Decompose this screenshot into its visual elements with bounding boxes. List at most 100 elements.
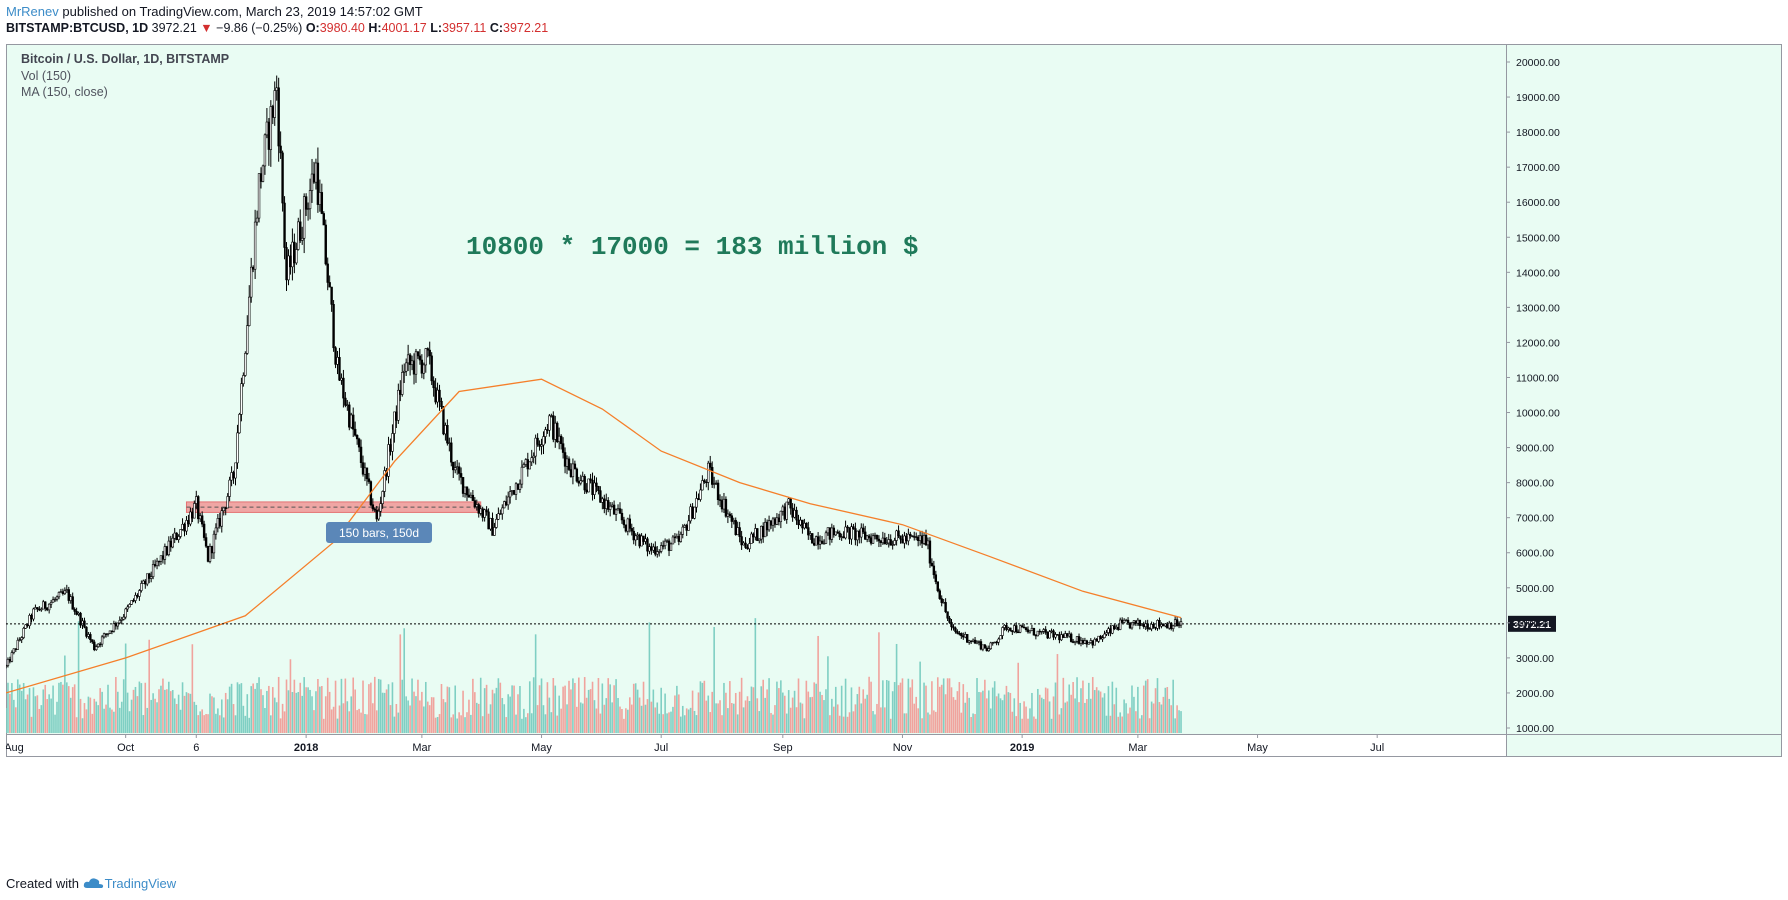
- candle-body: [724, 498, 728, 517]
- volume-bar: [801, 703, 804, 733]
- candle-body: [1064, 633, 1067, 638]
- volume-bar: [1121, 716, 1123, 733]
- volume-bar: [715, 703, 717, 733]
- candle-body: [65, 589, 69, 591]
- author-link[interactable]: MrRenev: [6, 4, 59, 19]
- volume-bar: [295, 692, 298, 733]
- candle-body: [128, 604, 131, 608]
- candle-body: [371, 504, 375, 510]
- candle-body: [485, 509, 488, 513]
- candle-body: [544, 429, 547, 437]
- candle-body: [1069, 633, 1073, 642]
- candle-body: [518, 483, 522, 490]
- candle-body: [814, 536, 818, 546]
- volume-bar: [882, 680, 884, 733]
- volume-bar: [217, 708, 219, 733]
- volume-bar: [1095, 687, 1098, 733]
- volume-bar: [428, 705, 431, 733]
- candle-body: [269, 106, 273, 150]
- volume-bar: [1035, 718, 1037, 733]
- candle-body: [1175, 619, 1179, 627]
- volume-bar: [658, 713, 661, 733]
- candle-body: [73, 608, 76, 612]
- volume-bar: [424, 681, 427, 733]
- candle-body: [742, 542, 745, 546]
- volume-bar: [189, 693, 192, 733]
- candle-body: [638, 534, 641, 547]
- volume-bar: [124, 643, 127, 733]
- candle-body: [826, 527, 830, 534]
- volume-bar: [328, 691, 331, 733]
- candle-body: [720, 500, 724, 510]
- volume-bar: [982, 690, 984, 733]
- volume-bar: [348, 711, 351, 733]
- candle-body: [310, 173, 314, 191]
- volume-bar: [401, 679, 404, 733]
- candle-body: [49, 602, 53, 605]
- volume-bar: [60, 681, 62, 733]
- tradingview-link[interactable]: TradingView: [104, 876, 177, 891]
- volume-bar: [423, 706, 425, 733]
- volume-bar: [564, 685, 566, 733]
- volume-bar: [599, 713, 602, 733]
- candle-body: [850, 526, 853, 540]
- volume-bar: [997, 693, 1000, 733]
- candle-body: [1083, 640, 1087, 644]
- time-tick-label: 2018: [294, 742, 318, 754]
- volume-bar: [305, 687, 307, 733]
- candle-body: [440, 400, 443, 408]
- candle-body: [1018, 625, 1022, 633]
- candle-body: [697, 498, 700, 500]
- volume-bar: [1007, 692, 1010, 733]
- candle-body: [1044, 629, 1047, 633]
- annotation-text[interactable]: 10800 * 17000 = 183 million $: [466, 232, 918, 262]
- volume-bar: [905, 713, 908, 733]
- candle-body: [144, 580, 147, 585]
- volume-bar: [601, 683, 604, 733]
- candle-body: [271, 106, 274, 118]
- symbol-label: BITSTAMP:BTCUSD, 1D: [6, 21, 149, 35]
- volume-bar: [358, 708, 360, 733]
- candle-body: [257, 173, 261, 219]
- candle-body: [1179, 621, 1183, 626]
- volume-bar: [897, 685, 900, 733]
- candle-body: [803, 522, 806, 529]
- candle-body: [102, 633, 106, 638]
- volume-bar: [1113, 704, 1116, 733]
- chart-panel[interactable]: 3972.21 1000.00 2000.00 3000.00 4000.00 5000.…: [4, 44, 1782, 858]
- candle-body: [1009, 627, 1012, 631]
- candle-body: [1142, 624, 1145, 627]
- volume-bar: [1033, 716, 1035, 733]
- volume-bar: [668, 712, 670, 733]
- price-chart[interactable]: 3972.21 1000.00 2000.00 3000.00 4000.00 5000.…: [4, 44, 1782, 858]
- volume-bar: [322, 718, 325, 733]
- volume-bar: [503, 704, 506, 733]
- volume-bar: [689, 707, 692, 733]
- volume-bar: [840, 685, 843, 733]
- volume-bar: [895, 643, 898, 733]
- candle-body: [628, 518, 632, 529]
- volume-bar: [281, 703, 284, 733]
- volume-bar: [171, 690, 174, 733]
- candle-body: [981, 644, 985, 650]
- volume-bar: [540, 678, 543, 733]
- candle-body: [918, 535, 922, 541]
- candle-body: [432, 380, 435, 389]
- volume-bar: [434, 717, 437, 733]
- candle-body: [842, 536, 845, 539]
- candle-body: [732, 520, 735, 522]
- range-label-box[interactable]: [326, 522, 432, 543]
- footer: Created with TradingView: [6, 876, 176, 891]
- candle-body: [263, 134, 267, 167]
- candle-body: [1022, 626, 1026, 629]
- candle-body: [571, 463, 575, 478]
- price-tick-label: 2000.00: [1516, 688, 1554, 700]
- candle-body: [275, 87, 278, 91]
- candle-body: [475, 504, 478, 507]
- candle-body: [287, 255, 290, 281]
- volume-bar: [1091, 677, 1094, 733]
- candle-body: [999, 635, 1002, 640]
- volume-bar: [240, 683, 243, 733]
- price-tick-label: 13000.00: [1516, 302, 1560, 314]
- volume-bar: [5, 708, 7, 733]
